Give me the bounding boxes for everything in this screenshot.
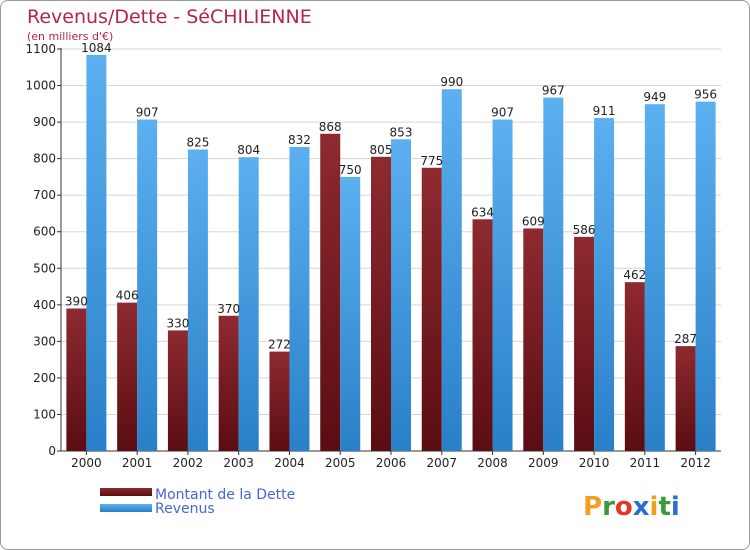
- data-label: 990: [440, 75, 463, 89]
- bar-dette: [472, 219, 493, 451]
- bar-dette: [371, 156, 391, 452]
- bar-dette: [167, 330, 188, 451]
- data-label: 390: [65, 294, 88, 308]
- y-tick-label: 0: [48, 444, 56, 458]
- data-label: 825: [186, 136, 209, 150]
- bar-revenus: [543, 97, 564, 451]
- x-tick-label: 2009: [528, 456, 559, 470]
- legend-label-debt: Montant de la Dette: [155, 487, 295, 503]
- data-label: 775: [420, 154, 443, 168]
- data-label: 750: [339, 163, 362, 177]
- bar-revenus: [492, 119, 513, 452]
- x-tick-label: 2011: [630, 456, 661, 470]
- data-label: 804: [237, 143, 260, 157]
- x-tick-label: 2012: [680, 456, 711, 470]
- y-tick-label: 600: [33, 225, 56, 239]
- bar-revenus: [238, 157, 259, 451]
- bar-revenus: [391, 139, 411, 451]
- bar-revenus: [137, 119, 158, 452]
- logo-letter: P: [583, 492, 602, 522]
- data-label: 949: [643, 90, 666, 104]
- x-tick-label: 2008: [477, 456, 508, 470]
- bars: [66, 54, 716, 452]
- bar-dette: [269, 351, 290, 451]
- data-label: 586: [573, 223, 596, 237]
- data-label: 911: [593, 104, 616, 118]
- x-tick-label: 2001: [122, 456, 153, 470]
- logo-letter: o: [615, 492, 633, 522]
- data-label: 330: [166, 316, 189, 330]
- data-label: 634: [471, 205, 494, 219]
- logo-letter: i: [671, 492, 680, 522]
- y-tick-label: 700: [33, 188, 56, 202]
- data-label: 287: [674, 332, 697, 346]
- data-label: 967: [542, 84, 565, 98]
- legend: Montant de la Dette Revenus: [100, 487, 295, 517]
- bar-dette: [320, 133, 341, 451]
- bar-revenus: [289, 146, 310, 451]
- legend-swatch-debt: [100, 488, 152, 496]
- y-tick-label: 300: [33, 334, 56, 348]
- tick-labels: 0 100 200 300 400 500 600 700 800 900 1000 1100 2000…: [25, 42, 710, 470]
- data-label: 853: [390, 125, 413, 139]
- legend-swatch-revenus: [100, 504, 152, 512]
- bar-dette: [574, 236, 595, 451]
- x-tick-label: 2007: [426, 456, 457, 470]
- data-label: 462: [623, 268, 646, 282]
- data-label: 370: [217, 302, 240, 316]
- bar-revenus: [594, 118, 615, 451]
- data-labels: 390 1084 406 907 330 825 370 804 272 832 868 750 805…: [65, 41, 717, 352]
- data-label: 868: [319, 120, 342, 134]
- chart-subtitle: (en milliers d'€): [27, 30, 113, 43]
- bar-dette: [66, 308, 87, 451]
- data-label: 956: [694, 88, 717, 102]
- x-tick-label: 2003: [223, 456, 254, 470]
- y-tick-label: 200: [33, 371, 56, 385]
- data-label: 907: [491, 106, 514, 120]
- bar-revenus: [695, 101, 716, 451]
- x-tick-label: 2005: [325, 456, 356, 470]
- data-label: 1084: [81, 41, 112, 55]
- bar-revenus: [340, 176, 361, 451]
- proxiti-logo: Proxiti: [583, 492, 680, 522]
- y-tick-label: 100: [33, 407, 56, 421]
- data-label: 805: [370, 143, 393, 157]
- bar-dette: [624, 282, 645, 451]
- y-tick-label: 900: [33, 115, 56, 129]
- data-label: 832: [288, 133, 311, 147]
- bar-dette: [421, 167, 442, 452]
- bar-dette: [523, 228, 544, 451]
- data-label: 907: [136, 106, 159, 120]
- data-label: 406: [116, 289, 139, 303]
- y-tick-label: 400: [33, 298, 56, 312]
- chart-title: Revenus/Dette - SéCHILIENNE: [27, 6, 312, 28]
- bar-revenus: [644, 104, 665, 451]
- x-tick-label: 2004: [274, 456, 305, 470]
- bar-revenus: [86, 54, 107, 452]
- logo-letter: t: [658, 492, 670, 522]
- y-tick-label: 800: [33, 152, 56, 166]
- y-tick-label: 1100: [25, 42, 56, 56]
- bar-revenus: [187, 149, 208, 451]
- y-tick-label: 1000: [25, 79, 56, 93]
- logo-letter: x: [633, 492, 650, 522]
- legend-label-revenus: Revenus: [155, 501, 215, 517]
- data-label: 272: [268, 338, 291, 352]
- x-tick-label: 2010: [579, 456, 610, 470]
- bar-revenus: [441, 89, 462, 451]
- logo-letter: i: [650, 492, 659, 522]
- x-tick-label: 2000: [71, 456, 102, 470]
- x-tick-label: 2002: [173, 456, 204, 470]
- logo-letter: r: [602, 492, 615, 522]
- data-label: 609: [522, 214, 545, 228]
- y-tick-label: 500: [33, 261, 56, 275]
- bar-dette: [218, 315, 239, 451]
- bar-dette: [117, 302, 138, 451]
- bar-dette: [675, 346, 696, 451]
- x-tick-label: 2006: [376, 456, 407, 470]
